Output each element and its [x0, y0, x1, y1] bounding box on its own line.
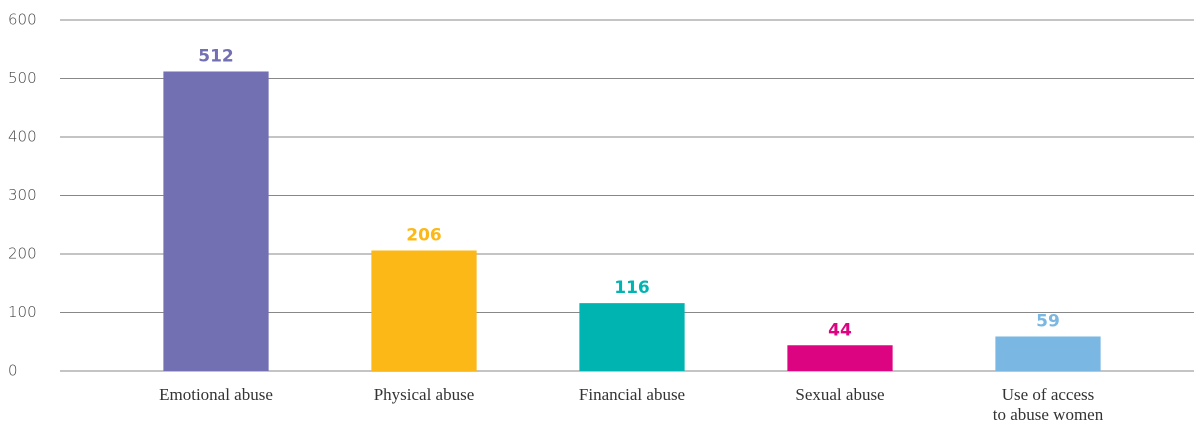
- bar: [371, 250, 477, 371]
- x-tick-label: Financial abuse: [578, 385, 686, 404]
- value-label: 44: [828, 320, 852, 340]
- bar: [995, 336, 1101, 371]
- y-tick-label: 400: [8, 128, 37, 146]
- x-tick-label: Physical abuse: [373, 385, 475, 404]
- y-tick-label: 500: [8, 69, 37, 87]
- x-tick-label: Use of access to abuse women: [992, 385, 1104, 424]
- value-label: 59: [1036, 311, 1060, 331]
- y-tick-label: 300: [8, 186, 37, 204]
- y-tick-label: 100: [8, 303, 37, 321]
- y-tick-label: 0: [8, 362, 18, 380]
- value-label: 116: [614, 278, 650, 298]
- y-tick-label: 200: [8, 245, 37, 263]
- bar: [163, 71, 269, 371]
- value-label: 512: [198, 46, 234, 66]
- x-tick-label: Emotional abuse: [159, 385, 273, 404]
- y-tick-label: 600: [8, 11, 37, 29]
- x-tick-label: Sexual abuse: [795, 385, 885, 404]
- value-label: 206: [406, 225, 442, 245]
- bar: [787, 345, 893, 371]
- bar: [579, 303, 685, 371]
